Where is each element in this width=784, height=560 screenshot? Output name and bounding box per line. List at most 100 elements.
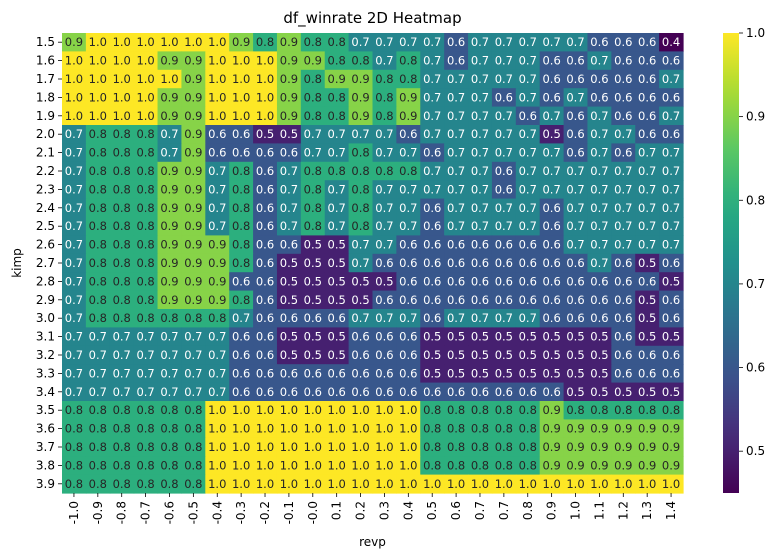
cell-value-label: 0.8 xyxy=(160,422,178,436)
cell-value-label: 0.6 xyxy=(614,274,632,288)
cell-value-label: 0.6 xyxy=(614,35,632,49)
heatmap-cell xyxy=(611,69,636,89)
cell-value-label: 0.6 xyxy=(519,238,537,252)
cell-value-label: 0.8 xyxy=(638,403,656,417)
cell-value-label: 0.7 xyxy=(471,72,489,86)
heatmap-cell xyxy=(253,33,278,52)
heatmap-cell xyxy=(276,401,302,420)
heatmap-cell xyxy=(563,88,589,108)
cell-value-label: 0.5 xyxy=(662,274,680,288)
cell-value-label: 0.6 xyxy=(232,330,250,344)
cell-value-label: 0.9 xyxy=(614,440,632,454)
heatmap-cell xyxy=(229,474,254,494)
cell-value-label: 0.6 xyxy=(542,238,560,252)
heatmap-cell xyxy=(468,69,493,89)
cell-value-label: 0.7 xyxy=(65,330,83,344)
cell-value-label: 0.7 xyxy=(447,72,465,86)
cell-value-label: 1.0 xyxy=(351,458,369,472)
cell-value-label: 0.8 xyxy=(160,440,178,454)
heatmap-cell xyxy=(324,272,350,292)
heatmap-cell xyxy=(372,309,397,328)
cell-value-label: 0.7 xyxy=(65,219,83,233)
cell-value-label: 1.0 xyxy=(280,477,298,491)
cell-value-label: 0.8 xyxy=(495,440,513,454)
heatmap-cell xyxy=(181,198,206,218)
heatmap-cell xyxy=(611,309,636,328)
cell-value-label: 0.9 xyxy=(351,109,369,123)
heatmap-cell xyxy=(205,161,230,181)
cell-value-label: 0.6 xyxy=(232,127,250,141)
heatmap-cell xyxy=(229,69,254,89)
cell-value-label: 0.8 xyxy=(399,164,417,178)
heatmap-cell xyxy=(563,106,589,126)
heatmap-cell xyxy=(635,272,660,292)
heatmap-cell xyxy=(372,180,397,200)
cell-value-label: 0.9 xyxy=(614,422,632,436)
cell-value-label: 0.6 xyxy=(471,293,489,307)
cell-value-label: 0.5 xyxy=(375,274,393,288)
cell-value-label: 0.6 xyxy=(256,348,274,362)
heatmap-cell xyxy=(611,235,636,255)
heatmap-cell xyxy=(157,88,183,108)
heatmap-cell xyxy=(491,69,517,89)
cell-value-label: 1.0 xyxy=(328,477,346,491)
heatmap-cell xyxy=(539,382,565,402)
heatmap-cell xyxy=(348,456,374,476)
heatmap-cell xyxy=(276,437,302,457)
heatmap-cell xyxy=(372,33,397,52)
heatmap-cell xyxy=(253,106,278,126)
cell-value-label: 0.6 xyxy=(495,164,513,178)
cell-value-label: 1.0 xyxy=(399,458,417,472)
cell-value-label: 0.8 xyxy=(184,477,202,491)
heatmap-cell xyxy=(85,419,111,439)
heatmap-cell xyxy=(587,474,612,494)
heatmap-cell xyxy=(62,51,87,71)
heatmap-cell xyxy=(468,456,493,476)
cell-value-label: 0.8 xyxy=(471,422,489,436)
heatmap-cell xyxy=(468,364,493,384)
cell-value-label: 0.7 xyxy=(662,219,680,233)
cell-value-label: 0.7 xyxy=(495,146,513,160)
heatmap-cell xyxy=(62,106,87,126)
cell-value-label: 0.7 xyxy=(65,311,83,325)
cell-value-label: 0.7 xyxy=(519,182,537,196)
heatmap-cell xyxy=(611,33,636,52)
heatmap-cell xyxy=(659,290,684,310)
heatmap-cell xyxy=(372,217,397,236)
cell-value-label: 0.8 xyxy=(89,440,107,454)
cell-value-label: 0.8 xyxy=(184,403,202,417)
cell-value-label: 0.8 xyxy=(65,458,83,472)
cell-value-label: 0.6 xyxy=(495,274,513,288)
cell-value-label: 0.5 xyxy=(304,256,322,270)
cell-value-label: 0.9 xyxy=(160,256,178,270)
heatmap-cell xyxy=(539,69,565,89)
cell-value-label: 0.7 xyxy=(471,54,489,68)
cell-value-label: 0.5 xyxy=(328,348,346,362)
cell-value-label: 0.8 xyxy=(160,311,178,325)
heatmap-cell xyxy=(468,290,493,310)
cell-value-label: 0.8 xyxy=(113,164,131,178)
heatmap-cell xyxy=(157,272,183,292)
heatmap-cell xyxy=(611,437,636,457)
heatmap-cell xyxy=(229,180,254,200)
heatmap-cell xyxy=(85,364,111,384)
heatmap-cell xyxy=(372,161,397,181)
cell-value-label: 1.0 xyxy=(351,403,369,417)
cell-value-label: 0.6 xyxy=(399,330,417,344)
heatmap-cell xyxy=(229,456,254,476)
heatmap-cell xyxy=(324,401,350,420)
x-axis-label: revp xyxy=(359,535,386,549)
heatmap-cell xyxy=(587,253,612,273)
heatmap-cell xyxy=(300,198,326,218)
heatmap-cell xyxy=(205,253,230,273)
heatmap-cell xyxy=(468,180,493,200)
heatmap-cell xyxy=(515,419,541,439)
heatmap-cell xyxy=(324,33,350,52)
cell-value-label: 0.8 xyxy=(113,477,131,491)
cell-value-label: 1.0 xyxy=(208,477,226,491)
cell-value-label: 0.5 xyxy=(614,385,632,399)
heatmap-cell xyxy=(659,161,684,181)
cell-value-label: 0.6 xyxy=(566,146,584,160)
heatmap-cell xyxy=(229,364,254,384)
cell-value-label: 0.8 xyxy=(471,440,489,454)
